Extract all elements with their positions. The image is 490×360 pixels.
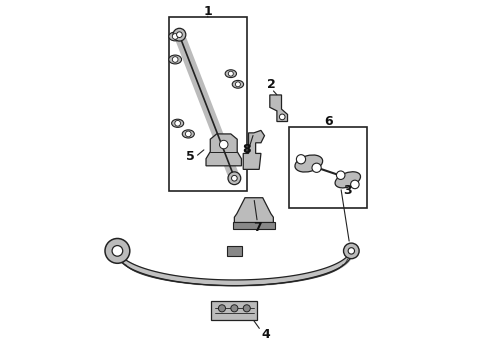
Circle shape (176, 32, 182, 37)
Bar (289, 127, 368, 208)
Text: 4: 4 (262, 328, 270, 341)
Circle shape (173, 28, 186, 41)
Ellipse shape (172, 119, 184, 127)
Circle shape (220, 140, 228, 149)
Text: 2: 2 (267, 78, 276, 91)
Bar (211, 301, 257, 320)
Circle shape (343, 243, 359, 259)
Polygon shape (234, 198, 273, 222)
Polygon shape (243, 130, 265, 169)
Ellipse shape (169, 32, 182, 41)
Ellipse shape (182, 130, 195, 138)
Circle shape (172, 57, 178, 62)
Circle shape (231, 305, 238, 312)
Polygon shape (206, 134, 242, 166)
Bar (169, 17, 247, 191)
Polygon shape (270, 95, 288, 122)
Text: 7: 7 (253, 221, 262, 234)
Circle shape (228, 71, 233, 76)
Ellipse shape (169, 55, 182, 64)
Circle shape (175, 121, 180, 126)
Circle shape (232, 175, 237, 181)
Ellipse shape (232, 80, 244, 88)
Circle shape (172, 33, 178, 39)
Text: 5: 5 (186, 150, 195, 163)
Text: 3: 3 (343, 184, 352, 197)
Circle shape (279, 114, 285, 120)
Circle shape (228, 172, 241, 185)
Text: 6: 6 (324, 115, 333, 128)
Bar (233, 222, 275, 229)
Circle shape (243, 305, 250, 312)
Circle shape (296, 155, 306, 164)
Circle shape (235, 82, 241, 87)
Circle shape (219, 305, 225, 312)
Ellipse shape (225, 70, 237, 77)
Circle shape (185, 131, 191, 137)
Bar (226, 246, 242, 256)
Text: 1: 1 (203, 5, 212, 18)
Ellipse shape (335, 172, 361, 188)
Text: 8: 8 (243, 143, 251, 156)
Circle shape (112, 246, 122, 256)
Circle shape (351, 180, 359, 189)
Circle shape (348, 248, 355, 254)
Circle shape (312, 163, 321, 172)
Circle shape (105, 238, 130, 263)
Ellipse shape (295, 155, 322, 172)
Circle shape (337, 171, 345, 180)
